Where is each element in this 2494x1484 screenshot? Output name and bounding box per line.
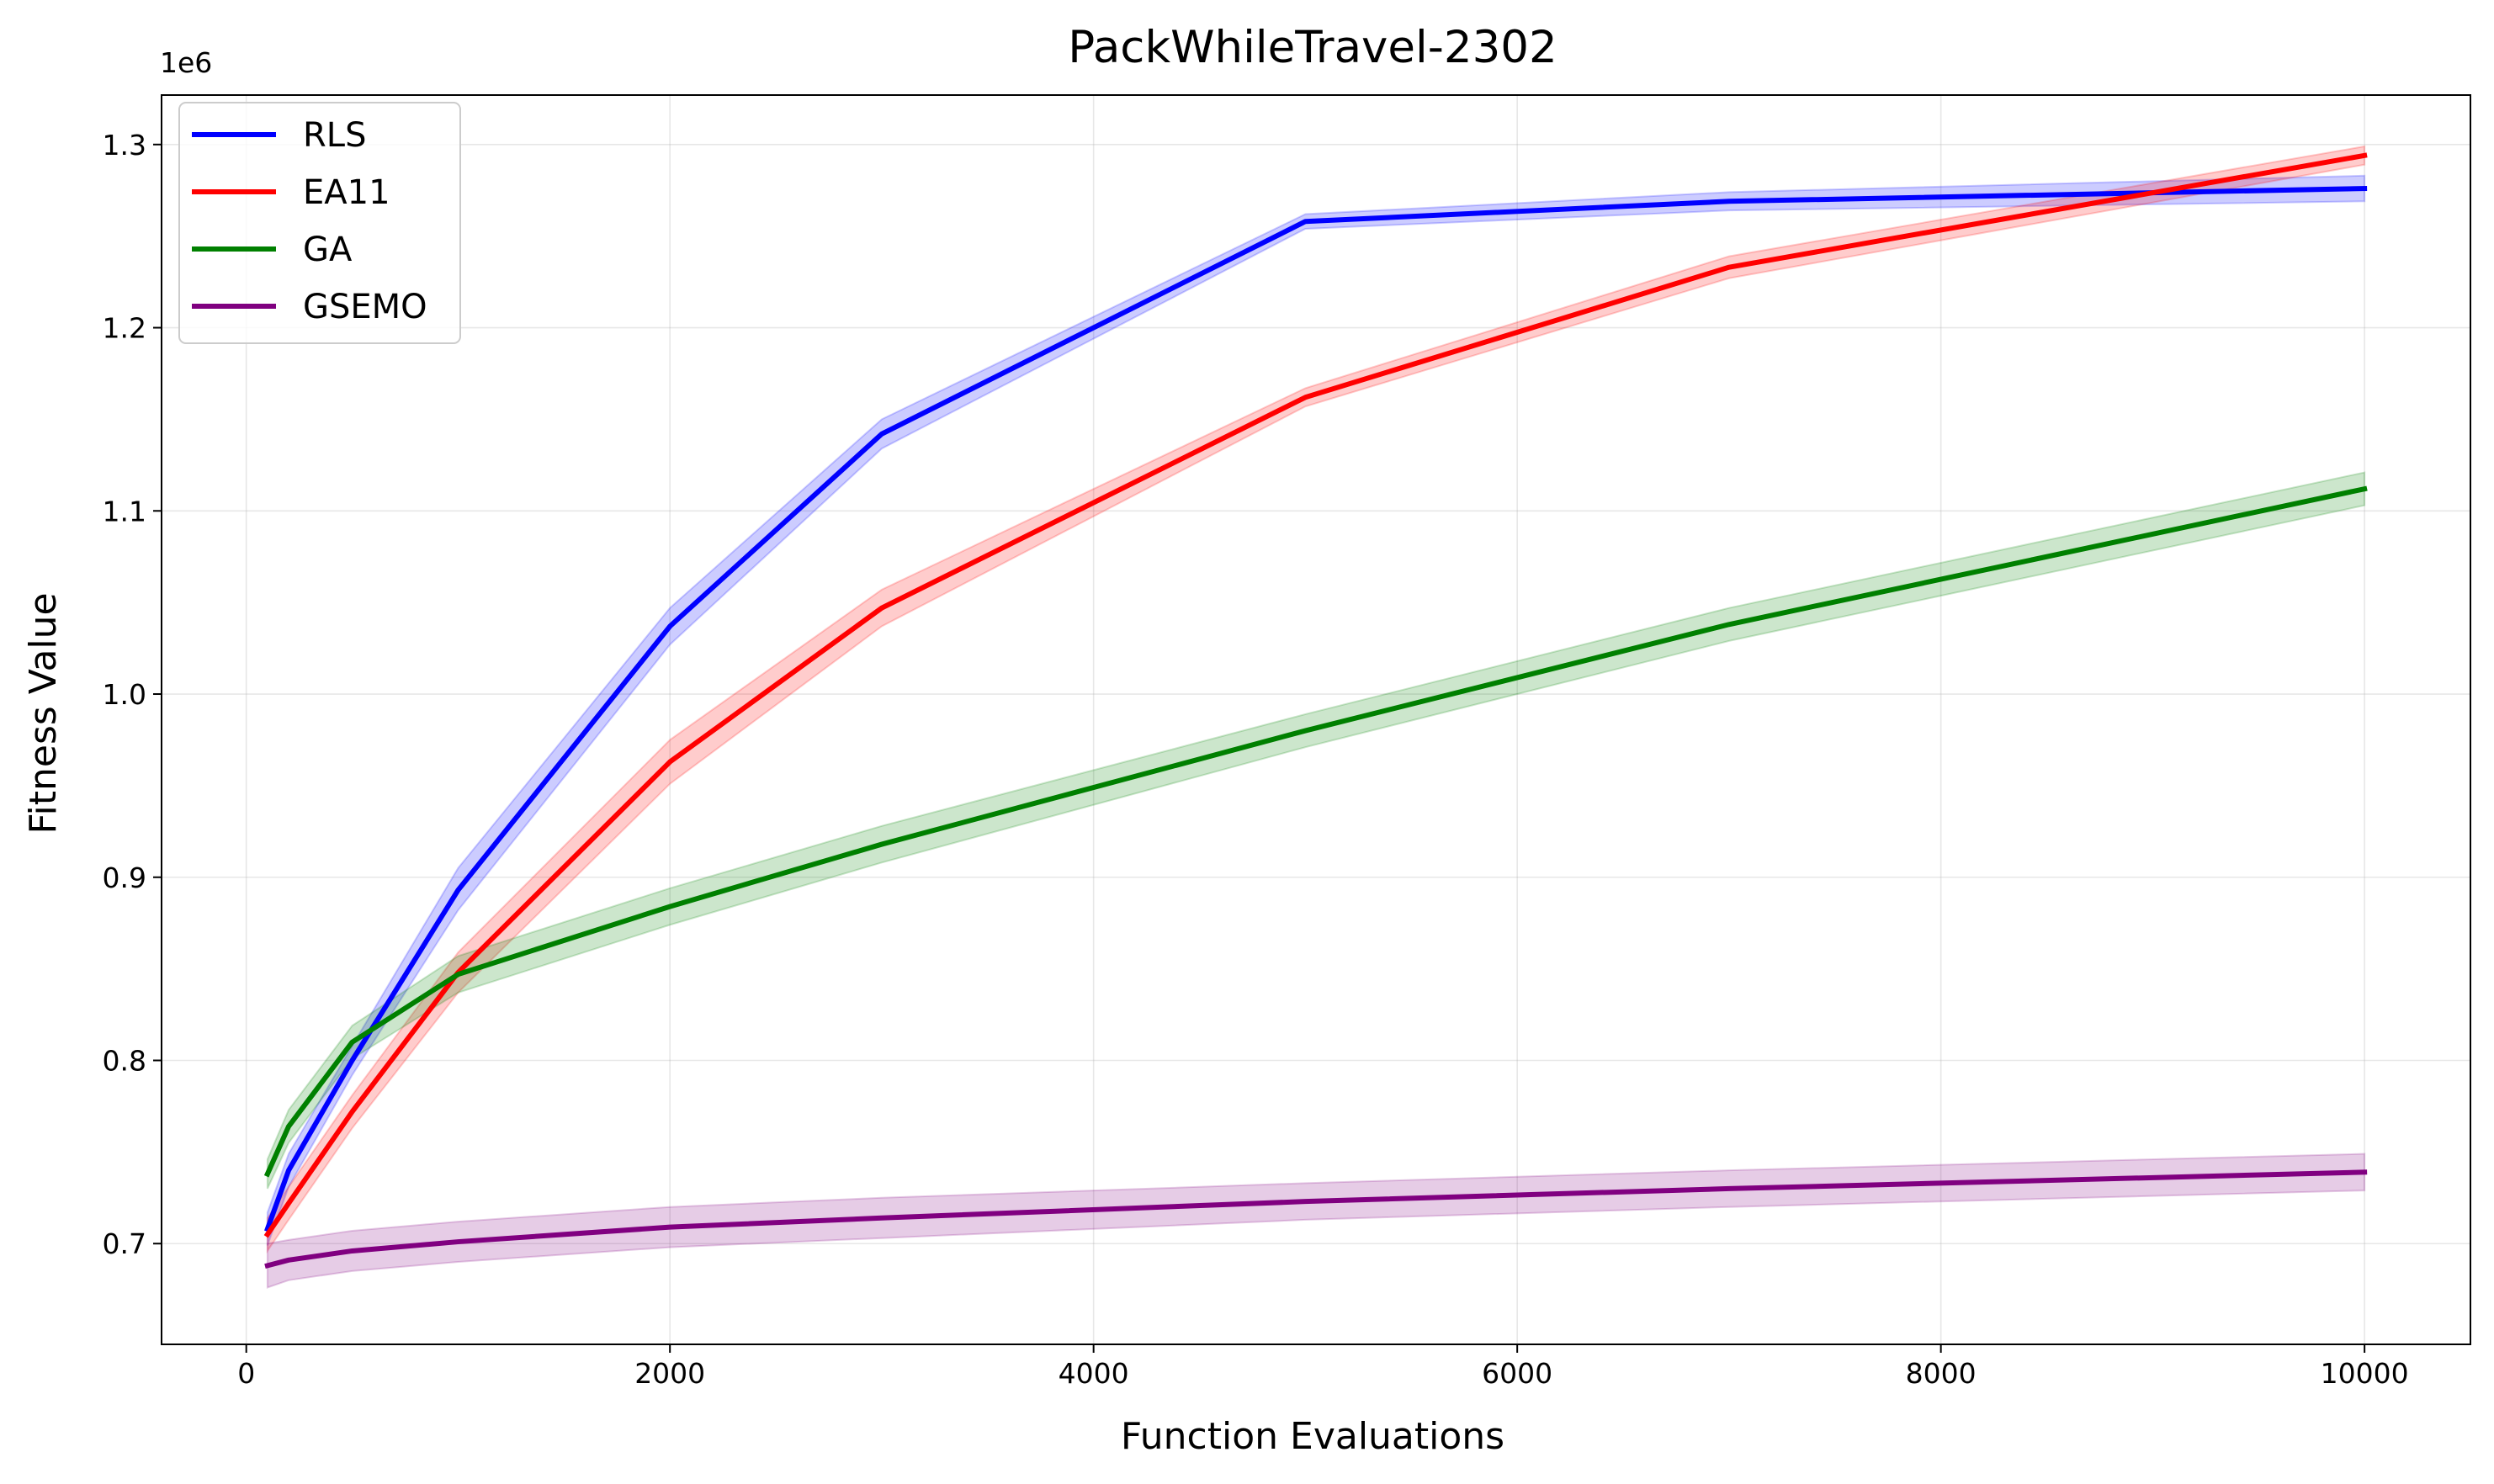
x-tick-label: 6000 [1482,1357,1552,1390]
legend: RLS EA11 GA GSEMO [178,102,461,344]
y-tick-label: 1.1 [103,495,146,527]
legend-label-rls: RLS [303,116,366,155]
y-tick-label: 0.8 [103,1045,146,1078]
x-tick-label: 8000 [1906,1357,1977,1390]
x-axis-label: Function Evaluations [1121,1415,1504,1458]
series-line-ga [263,485,2368,1178]
x-tick-label: 4000 [1059,1357,1129,1390]
y-tick-label: 1.3 [103,129,146,162]
legend-box [178,102,461,344]
chart-title: PackWhileTravel-2302 [1068,22,1557,73]
plot-area: 0 2000 4000 6000 8000 10000 0.7 0.8 0.9 1.0 1.1 1.2… [103,94,2471,1390]
y-tick-label: 0.9 [103,861,146,894]
series-line-gsemo [264,1169,2368,1269]
axes-frame [161,94,2471,1345]
legend-label-gsemo: GSEMO [303,288,427,326]
band-ea11 [266,145,2366,1254]
series-line-ea11 [263,152,2368,1238]
legend-label-ga: GA [303,231,353,269]
y-tick-label: 1.2 [103,312,146,345]
x-tick-label: 10000 [2321,1357,2409,1390]
series-line-rls [264,185,2368,1232]
y-axis-label: Fitness Value [22,592,65,834]
y-offset-label: 1e6 [160,46,212,79]
y-tick-label: 0.7 [103,1227,146,1260]
band-rls [266,174,2366,1246]
x-tick-label: 2000 [634,1357,705,1390]
y-tick-label: 1.0 [103,678,146,711]
legend-label-ea11: EA11 [303,173,390,212]
x-tick-label: 0 [237,1357,255,1390]
